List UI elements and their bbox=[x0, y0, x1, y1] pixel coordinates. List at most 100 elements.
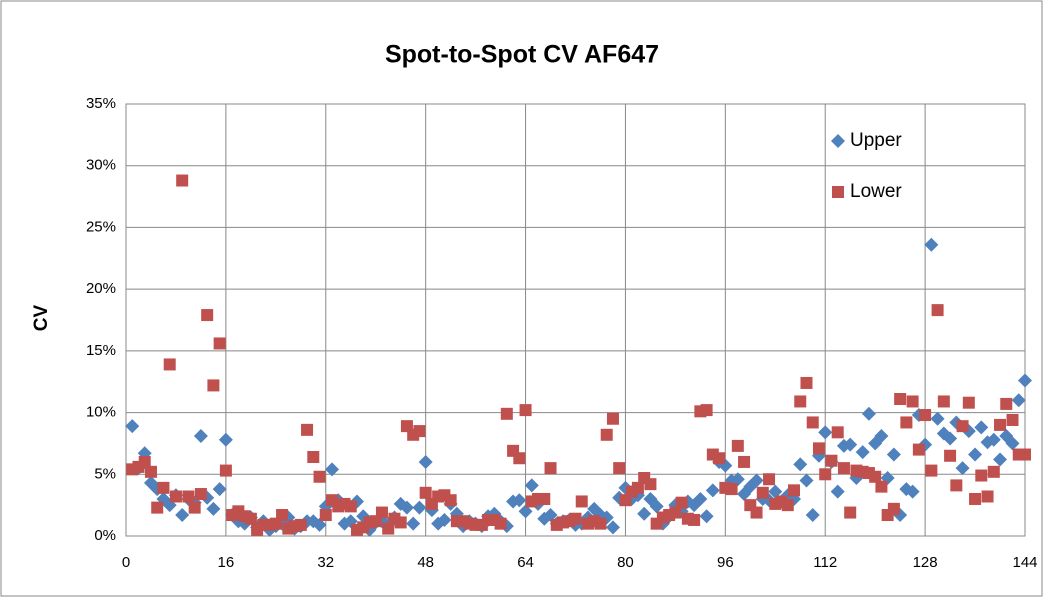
data-point bbox=[600, 428, 613, 441]
data-point bbox=[906, 395, 919, 408]
data-point bbox=[518, 504, 533, 519]
data-point bbox=[194, 488, 207, 501]
data-point bbox=[731, 439, 744, 452]
data-point bbox=[768, 484, 783, 499]
data-point bbox=[975, 469, 988, 482]
data-point bbox=[912, 443, 925, 456]
x-tick-label: 64 bbox=[517, 554, 534, 571]
data-point bbox=[794, 395, 807, 408]
data-point bbox=[206, 501, 221, 516]
legend-marker bbox=[831, 134, 845, 148]
data-point bbox=[188, 501, 201, 514]
data-point bbox=[494, 517, 507, 530]
data-point bbox=[930, 411, 945, 426]
y-tick-label: 15% bbox=[86, 342, 116, 359]
data-point bbox=[218, 432, 233, 447]
data-point bbox=[406, 516, 421, 531]
data-point bbox=[138, 455, 151, 468]
data-point bbox=[631, 481, 644, 494]
data-point bbox=[837, 462, 850, 475]
y-tick-label: 0% bbox=[94, 527, 116, 544]
data-point bbox=[924, 237, 939, 252]
data-point bbox=[444, 494, 457, 507]
x-tick-label: 32 bbox=[317, 554, 334, 571]
data-point bbox=[375, 506, 388, 519]
data-point bbox=[713, 452, 726, 465]
data-point bbox=[968, 447, 983, 462]
data-point bbox=[699, 509, 714, 524]
data-point bbox=[644, 478, 657, 491]
data-point bbox=[937, 395, 950, 408]
data-point bbox=[806, 416, 819, 429]
data-point bbox=[669, 506, 682, 519]
data-point bbox=[1000, 397, 1013, 410]
data-point bbox=[169, 490, 182, 503]
data-point bbox=[543, 508, 558, 523]
data-point bbox=[276, 509, 289, 522]
data-point bbox=[151, 501, 164, 514]
data-point bbox=[193, 429, 208, 444]
data-point bbox=[613, 462, 626, 475]
data-point bbox=[1006, 413, 1019, 426]
data-point bbox=[749, 473, 764, 488]
data-point bbox=[207, 379, 220, 392]
data-point bbox=[869, 470, 882, 483]
data-point bbox=[861, 406, 876, 421]
plot-area bbox=[125, 103, 1026, 537]
data-point bbox=[538, 492, 551, 505]
data-point bbox=[313, 470, 326, 483]
data-point bbox=[219, 464, 232, 477]
data-point bbox=[925, 464, 938, 477]
data-point bbox=[944, 449, 957, 462]
data-point bbox=[144, 465, 157, 478]
data-point bbox=[544, 462, 557, 475]
data-point bbox=[307, 451, 320, 464]
data-point bbox=[125, 419, 140, 434]
data-point bbox=[855, 445, 870, 460]
data-point bbox=[905, 484, 920, 499]
data-point bbox=[781, 499, 794, 512]
y-tick-label: 5% bbox=[94, 465, 116, 482]
data-point bbox=[981, 490, 994, 503]
data-point bbox=[325, 462, 340, 477]
data-point bbox=[800, 376, 813, 389]
data-point bbox=[575, 495, 588, 508]
data-point bbox=[1019, 448, 1031, 461]
x-tick-label: 0 bbox=[122, 554, 130, 571]
data-point bbox=[182, 490, 195, 503]
data-point bbox=[519, 404, 532, 417]
data-point bbox=[594, 517, 607, 530]
data-point bbox=[962, 396, 975, 409]
data-point bbox=[875, 480, 888, 493]
data-point bbox=[176, 174, 189, 187]
data-point bbox=[750, 506, 763, 519]
data-point bbox=[157, 481, 170, 494]
x-tick-label: 144 bbox=[1012, 554, 1037, 571]
data-point bbox=[793, 457, 808, 472]
data-point bbox=[818, 425, 833, 440]
data-point bbox=[524, 478, 539, 493]
data-point bbox=[344, 500, 357, 513]
data-point bbox=[986, 432, 1001, 447]
x-tick-label: 80 bbox=[617, 554, 634, 571]
data-point bbox=[537, 511, 552, 526]
data-point bbox=[955, 461, 970, 476]
data-point bbox=[956, 420, 969, 433]
data-point bbox=[987, 465, 1000, 478]
data-point bbox=[994, 418, 1007, 431]
data-point bbox=[412, 500, 427, 515]
data-point bbox=[693, 491, 708, 506]
data-point bbox=[993, 452, 1008, 467]
data-point bbox=[201, 309, 214, 322]
data-point bbox=[569, 512, 582, 525]
data-point bbox=[931, 304, 944, 317]
data-point bbox=[175, 508, 190, 523]
data-point bbox=[513, 452, 526, 465]
data-point bbox=[212, 482, 227, 497]
data-point bbox=[705, 483, 720, 498]
data-point bbox=[700, 404, 713, 417]
y-tick-label: 30% bbox=[86, 157, 116, 174]
data-point bbox=[413, 425, 426, 438]
data-point bbox=[294, 518, 307, 531]
x-tick-label: 48 bbox=[417, 554, 434, 571]
